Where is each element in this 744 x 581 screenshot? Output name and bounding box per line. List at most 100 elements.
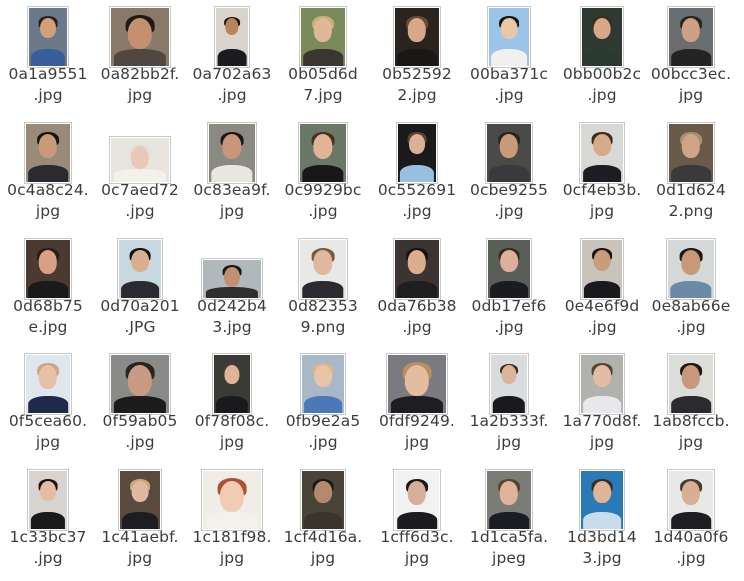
file-name-label: 0b52592 2.jpg — [371, 64, 463, 106]
file-item[interactable]: 0b52592 2.jpg — [371, 0, 463, 116]
file-name-line-1: 0c83ea9f. — [186, 180, 278, 201]
file-name-line-2: .JPG — [94, 317, 186, 338]
file-name-line-1: 1cf4d16a. — [277, 527, 369, 548]
file-item[interactable]: 1d1ca5fa. jpeg — [463, 463, 555, 579]
file-item[interactable]: 1cf4d16a. jpg — [277, 463, 369, 579]
face-shape — [131, 146, 149, 169]
file-name-line-1: 0f5cea60. — [2, 411, 94, 432]
portrait-photo — [302, 471, 344, 529]
file-thumbnail — [396, 122, 438, 184]
file-name-line-1: 0cf4eb3b. — [556, 180, 648, 201]
file-name-line-1: 1cff6d3c. — [371, 527, 463, 548]
file-item[interactable]: 0d242b4 3.jpg — [186, 232, 278, 348]
file-thumbnail — [117, 238, 163, 300]
portrait-photo — [26, 240, 70, 298]
file-name-line-1: 1d1ca5fa. — [463, 527, 555, 548]
file-name-label: 1c181f98. jpg — [186, 527, 278, 569]
file-name-line-1: 1ab8fccb. — [645, 411, 737, 432]
file-name-label: 1a2b333f. jpg — [463, 411, 555, 453]
file-name-line-2: 9.png — [277, 317, 369, 338]
face-shape — [501, 365, 516, 384]
file-item[interactable]: 0a82bb2f. jpg — [94, 0, 186, 116]
file-thumbnail — [109, 353, 171, 415]
file-item[interactable]: 0e4e6f9d .jpg — [556, 232, 648, 348]
file-thumbnail — [386, 353, 448, 415]
file-name-label: 0e4e6f9d .jpg — [556, 296, 648, 338]
file-item[interactable]: 0a702a63 .jpg — [186, 0, 278, 116]
file-item[interactable]: 1c181f98. jpg — [186, 463, 278, 579]
file-item[interactable]: 0bb00b2c .jpg — [556, 0, 648, 116]
file-item[interactable]: 0da76b38 .jpg — [371, 232, 463, 348]
file-name-line-2: .jpg — [94, 432, 186, 453]
file-item[interactable]: 0c552691 .jpg — [371, 116, 463, 232]
file-item[interactable]: 0db17ef6 .jpg — [463, 232, 555, 348]
file-item[interactable]: 1c41aebf. jpg — [94, 463, 186, 579]
file-item[interactable]: 0c83ea9f. jpg — [186, 116, 278, 232]
portrait-photo — [120, 471, 160, 529]
file-name-line-2: .jpg — [2, 85, 94, 106]
face-shape — [594, 250, 611, 271]
file-item[interactable]: 1d3bd14 3.jpg — [556, 463, 648, 579]
face-shape — [224, 267, 240, 287]
file-item[interactable]: 00bcc3ec. jpg — [645, 0, 737, 116]
file-name-line-2: jpg — [645, 432, 737, 453]
file-name-line-1: 0da76b38 — [371, 296, 463, 317]
file-thumbnail — [109, 6, 171, 68]
portrait-photo — [209, 124, 255, 182]
file-item[interactable]: 1a770d8f. jpg — [556, 347, 648, 463]
file-item[interactable]: 0e8ab66e .jpg — [645, 232, 737, 348]
file-name-label: 0c9929bc .jpg — [277, 180, 369, 222]
portrait-photo — [29, 471, 67, 529]
file-item[interactable]: 0d68b75 e.jpg — [2, 232, 94, 348]
file-item[interactable]: 0fdf9249. jpg — [371, 347, 463, 463]
face-shape — [224, 365, 239, 384]
file-name-line-2: 7.jpg — [277, 85, 369, 106]
file-item[interactable]: 1ab8fccb. jpg — [645, 347, 737, 463]
file-name-line-1: 0e8ab66e — [645, 296, 737, 317]
file-item[interactable]: 0b05d6d 7.jpg — [277, 0, 369, 116]
face-shape — [501, 18, 518, 39]
file-name-line-2: 3.jpg — [186, 317, 278, 338]
file-thumbnail — [27, 6, 69, 68]
file-item[interactable]: 0c7aed72 .jpg — [94, 116, 186, 232]
file-thumbnail — [298, 238, 348, 300]
file-item[interactable]: 0cbe9255 .jpg — [463, 116, 555, 232]
file-item[interactable]: 0c4a8c24. jpg — [2, 116, 94, 232]
file-item[interactable]: 1cff6d3c. jpg — [371, 463, 463, 579]
portrait-photo — [203, 471, 261, 529]
file-item[interactable]: 0d82353 9.png — [277, 232, 369, 348]
file-item[interactable]: 0a1a9551 .jpg — [2, 0, 94, 116]
file-item[interactable]: 0f78f08c. jpg — [186, 347, 278, 463]
file-name-label: 1d3bd14 3.jpg — [556, 527, 648, 569]
file-name-line-1: 0bb00b2c — [556, 64, 648, 85]
file-item[interactable]: 0c9929bc .jpg — [277, 116, 369, 232]
file-item[interactable]: 1c33bc37 .jpg — [2, 463, 94, 579]
file-item[interactable]: 0f5cea60. jpg — [2, 347, 94, 463]
file-item[interactable]: 0cf4eb3b. jpg — [556, 116, 648, 232]
face-shape — [314, 18, 332, 41]
file-item[interactable]: 1d40a0f6 .jpg — [645, 463, 737, 579]
file-name-line-1: 1d3bd14 — [556, 527, 648, 548]
file-name-label: 0db17ef6 .jpg — [463, 296, 555, 338]
face-shape — [593, 481, 611, 503]
file-name-line-1: 0d82353 — [277, 296, 369, 317]
file-name-line-2: 2.png — [645, 201, 737, 222]
face-shape — [681, 250, 700, 274]
file-name-line-1: 0a82bb2f. — [94, 64, 186, 85]
file-thumbnail — [201, 469, 263, 531]
file-name-label: 0a702a63 .jpg — [186, 64, 278, 106]
file-thumbnail — [580, 238, 624, 300]
file-thumbnail — [486, 238, 532, 300]
portrait-photo — [491, 355, 527, 413]
portrait-photo — [26, 124, 70, 182]
file-item[interactable]: 00ba371c .jpg — [463, 0, 555, 116]
file-item[interactable]: 1a2b333f. jpg — [463, 347, 555, 463]
file-name-line-1: 1c181f98. — [186, 527, 278, 548]
file-item[interactable]: 0d1d624 2.png — [645, 116, 737, 232]
file-name-line-2: jpg — [556, 201, 648, 222]
file-item[interactable]: 0fb9e2a5 .jpg — [277, 347, 369, 463]
file-item[interactable]: 0f59ab05 .jpg — [94, 347, 186, 463]
file-name-line-2: .jpg — [94, 201, 186, 222]
file-item[interactable]: 0d70a201 .JPG — [94, 232, 186, 348]
portrait-photo — [300, 240, 346, 298]
